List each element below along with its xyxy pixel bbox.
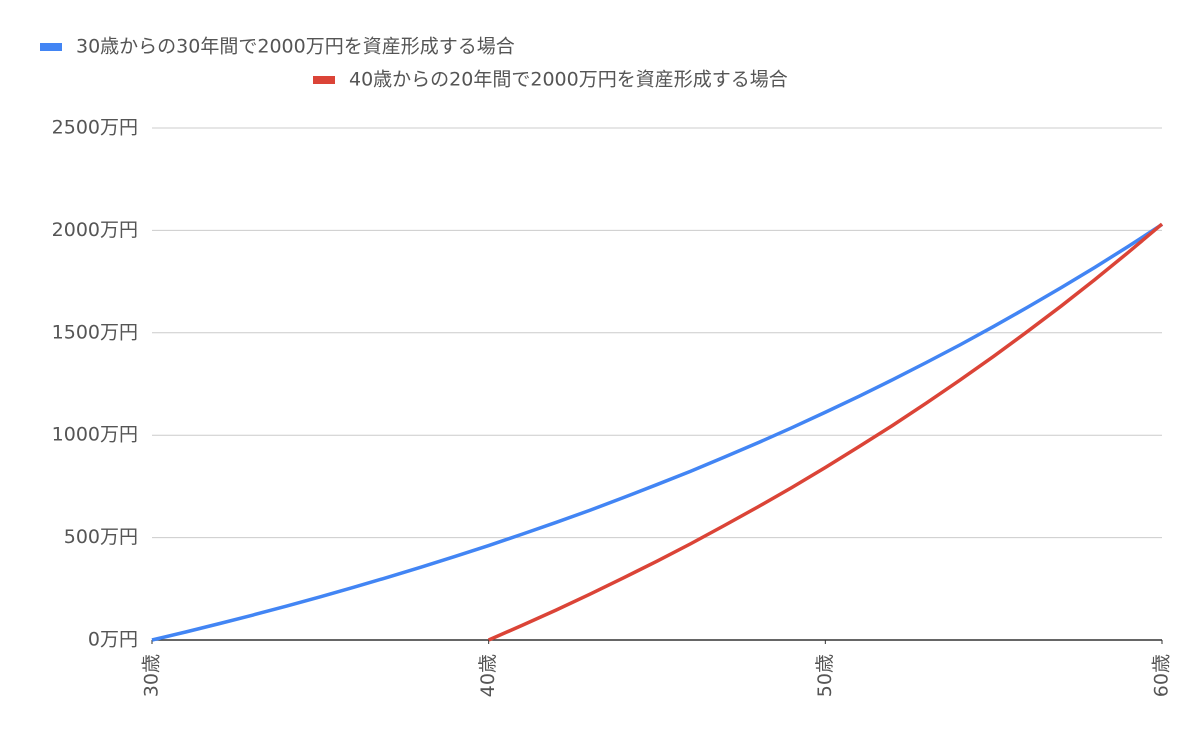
y-tick-label: 500万円 xyxy=(64,526,138,548)
legend-swatch xyxy=(313,76,335,84)
series-line xyxy=(151,222,1163,642)
series-line xyxy=(487,222,1164,642)
legend-label: 40歳からの20年間で2000万円を資産形成する場合 xyxy=(349,69,788,91)
legend-label: 30歳からの30年間で2000万円を資産形成する場合 xyxy=(76,36,515,58)
y-tick-label: 2000万円 xyxy=(52,219,138,241)
x-tick-label: 60歳 xyxy=(1151,654,1173,697)
y-tick-label: 1000万円 xyxy=(52,424,138,446)
legend-swatch xyxy=(40,43,62,51)
y-tick-label: 1500万円 xyxy=(52,321,138,343)
y-tick-label: 2500万円 xyxy=(52,117,138,139)
x-tick-label: 40歳 xyxy=(477,654,499,697)
y-tick-label: 0万円 xyxy=(88,629,138,651)
x-tick-label: 30歳 xyxy=(141,654,163,697)
x-tick-label: 50歳 xyxy=(814,654,836,697)
